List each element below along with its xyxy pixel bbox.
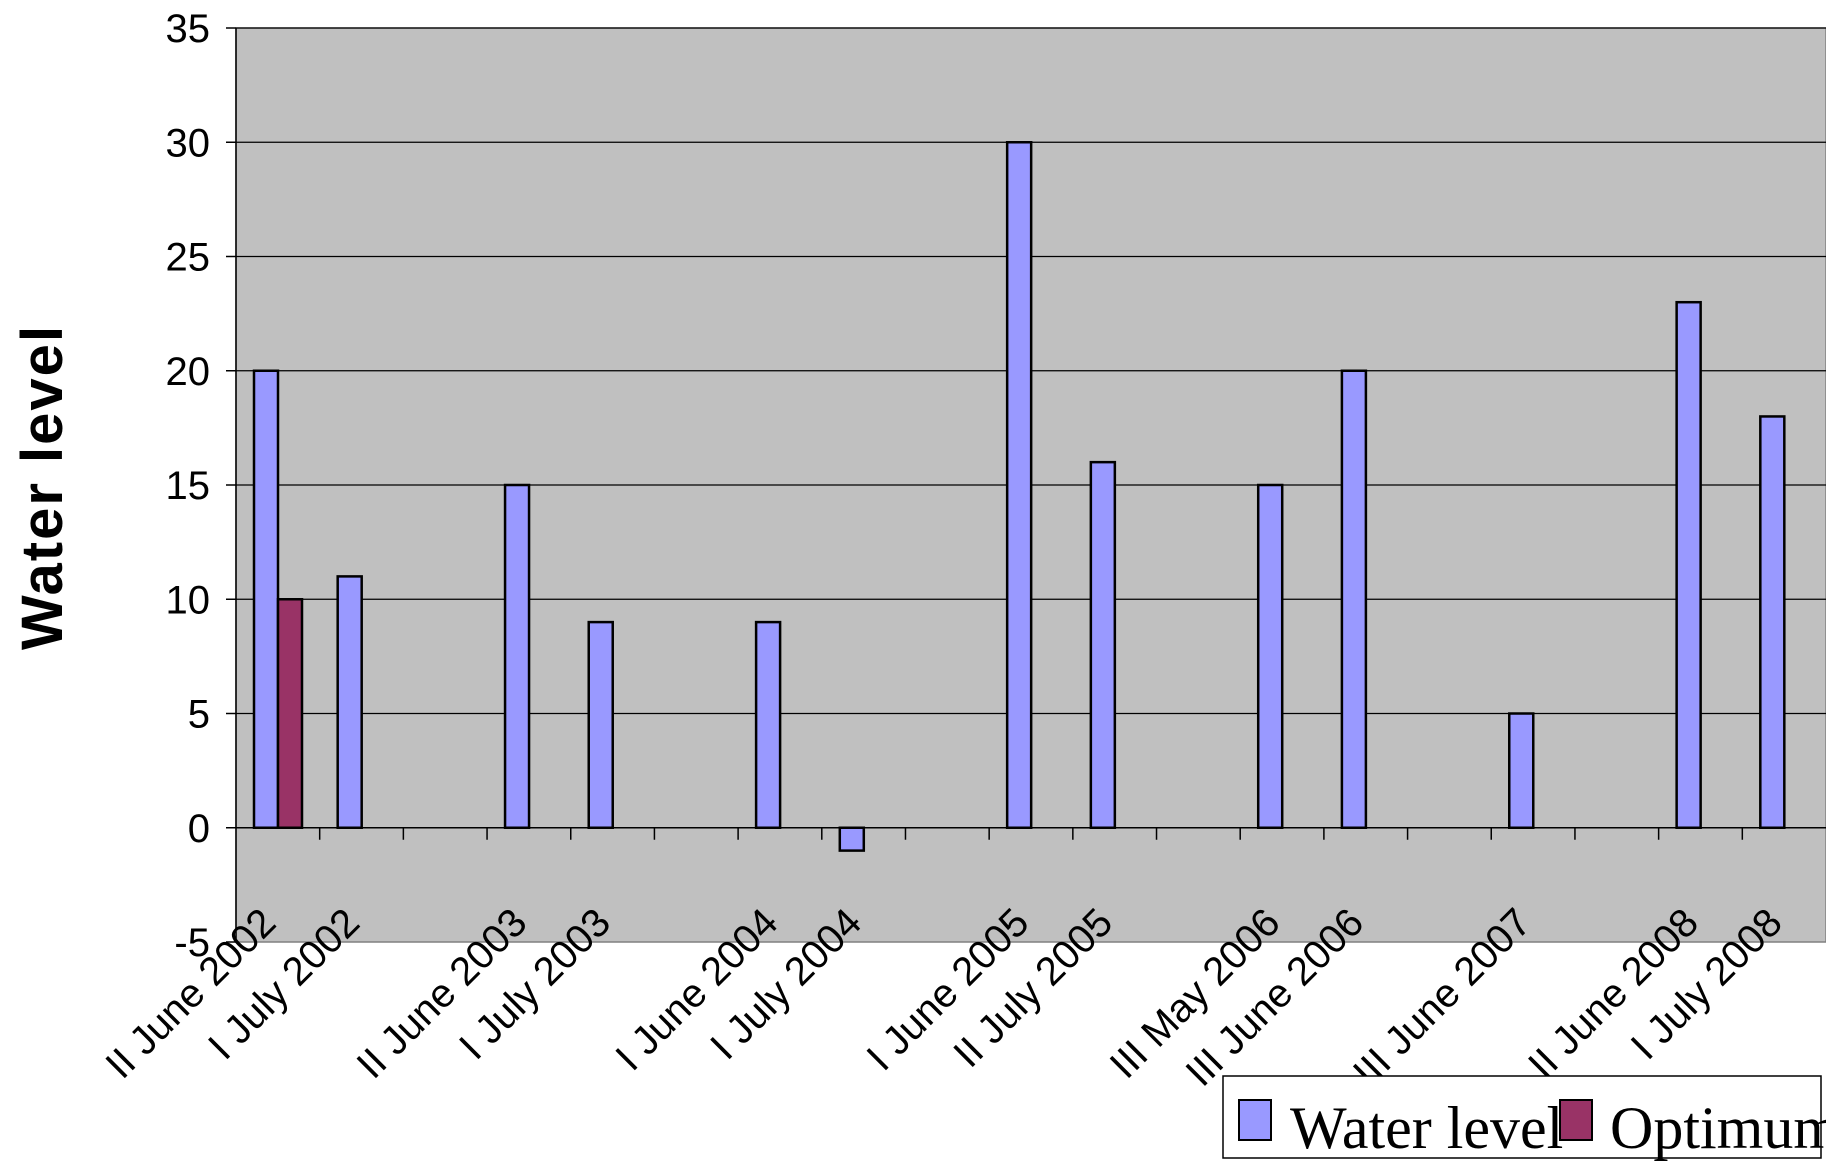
- legend-swatch-optimum: [1559, 1099, 1593, 1141]
- bar-optimum: [276, 598, 304, 829]
- bar-water-level: [1508, 712, 1535, 829]
- y-axis-title: Water level: [10, 324, 75, 650]
- bar-water-level: [1759, 415, 1786, 829]
- legend-label-optimum: Optimum: [1610, 1095, 1826, 1161]
- y-tick-label: 20: [166, 350, 211, 394]
- bar-water-level: [252, 369, 280, 829]
- bar-water-level: [1005, 141, 1033, 829]
- bar-water-level: [336, 575, 363, 830]
- y-tick-label: 5: [188, 693, 210, 737]
- bar-water-level: [1340, 369, 1368, 829]
- legend: Water level Optimum: [1222, 1075, 1826, 1161]
- y-tick-label: 25: [166, 236, 211, 280]
- legend-label-water-level: Water level: [1290, 1095, 1563, 1161]
- legend-box: [1222, 1075, 1822, 1159]
- y-tick-label: 0: [188, 807, 210, 851]
- bar-water-level: [1089, 460, 1117, 829]
- legend-swatch-water-level: [1238, 1099, 1272, 1141]
- bar-water-level: [587, 620, 614, 829]
- y-tick-label: 30: [166, 121, 211, 165]
- y-tick-label: 10: [166, 578, 211, 622]
- bar-water-level: [1675, 300, 1702, 829]
- y-tick-label: -5: [174, 921, 210, 965]
- bars: [252, 141, 1786, 852]
- x-axis-ticks: [318, 827, 1744, 840]
- y-tick-label: 35: [166, 7, 211, 51]
- y-axis-ticks: -5 0 5 10 15 20 25 30 35: [166, 7, 236, 965]
- bar-water-level: [838, 826, 866, 852]
- y-tick-label: 15: [166, 464, 211, 508]
- bar-water-level: [1256, 483, 1284, 829]
- bar-water-level: [754, 620, 782, 829]
- bar-water-level: [503, 483, 531, 829]
